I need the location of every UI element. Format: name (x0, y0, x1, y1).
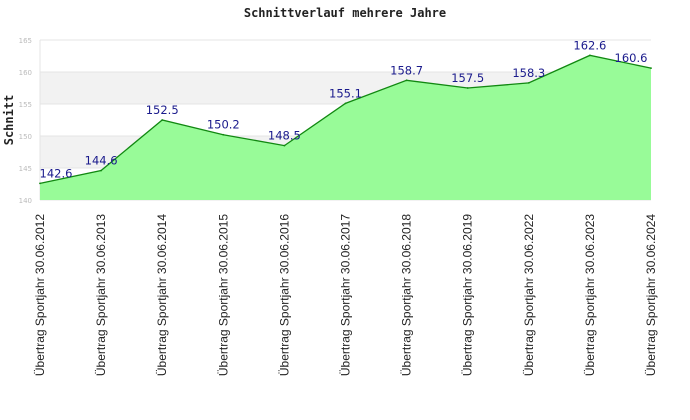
data-label: 150.2 (207, 118, 240, 132)
data-label: 158.7 (390, 63, 423, 77)
data-point (39, 182, 41, 185)
grid-band (40, 40, 651, 72)
data-point (344, 102, 347, 105)
x-tick-label: Übertrag Sportjahr 30.06.2013 (94, 214, 108, 376)
data-label: 152.5 (146, 103, 179, 117)
data-point (466, 87, 469, 89)
data-label: 162.6 (573, 38, 606, 52)
data-point (100, 169, 102, 172)
data-label: 157.5 (451, 71, 484, 85)
data-label: 144.6 (85, 154, 118, 168)
chart-title: Schnittverlauf mehrere Jahre (244, 6, 446, 20)
y-tick-label: 165 (19, 37, 32, 45)
x-tick-label: Übertrag Sportjahr 30.06.2017 (339, 214, 353, 376)
x-tick-label: Übertrag Sportjahr 30.06.2023 (583, 214, 597, 376)
x-axis: Übertrag Sportjahr 30.06.2012 Übertrag Sp… (33, 214, 658, 376)
y-tick-label: 150 (19, 133, 32, 141)
data-point (405, 79, 408, 82)
area-fill (40, 55, 651, 200)
data-label: 158.3 (512, 66, 545, 80)
x-tick-label: Übertrag Sportjahr 30.06.2018 (400, 214, 414, 376)
data-label: 155.1 (329, 86, 362, 100)
area-series (39, 54, 652, 200)
y-tick-label: 160 (19, 69, 32, 77)
y-tick-label: 140 (19, 197, 32, 205)
x-tick-label: Übertrag Sportjahr 30.06.2014 (155, 214, 169, 376)
y-tick-label: 155 (19, 101, 32, 109)
x-tick-label: Übertrag Sportjahr 30.06.2024 (644, 214, 658, 376)
x-tick-label: Übertrag Sportjahr 30.06.2016 (277, 214, 291, 376)
x-tick-label: Übertrag Sportjahr 30.06.2019 (461, 214, 475, 376)
y-axis-label: Schnitt (2, 95, 16, 146)
data-point (222, 133, 225, 136)
y-tick-label: 145 (19, 165, 32, 173)
x-tick-label: Übertrag Sportjahr 30.06.2012 (33, 214, 47, 376)
y-axis: 140 145 150 155 160 165 (19, 37, 32, 205)
data-point (527, 81, 530, 84)
data-point (161, 119, 164, 121)
data-point (650, 67, 652, 70)
data-point (283, 144, 286, 147)
data-point (589, 54, 591, 57)
x-tick-label: Übertrag Sportjahr 30.06.2022 (522, 214, 536, 376)
x-tick-label: Übertrag Sportjahr 30.06.2015 (216, 214, 230, 376)
data-label: 142.6 (40, 166, 73, 180)
data-label: 148.5 (268, 129, 301, 143)
data-label: 160.6 (615, 51, 648, 65)
data-labels: 142.6 144.6 152.5 150.2 148.5 155.1 158.7 157.5… (40, 38, 648, 180)
